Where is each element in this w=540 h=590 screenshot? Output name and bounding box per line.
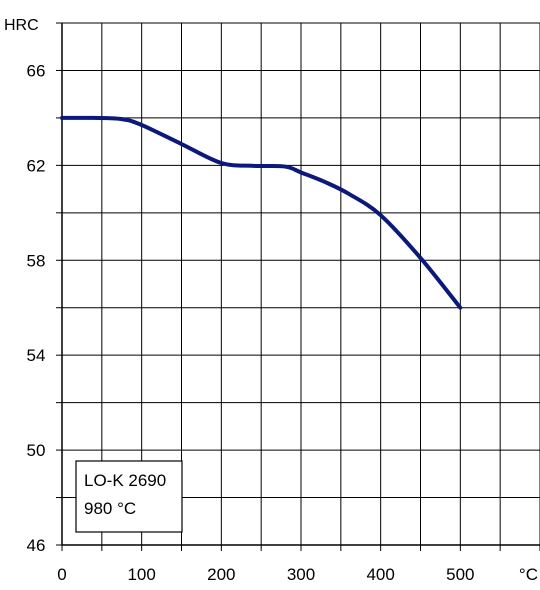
y-tick-label: 62 [27,156,46,175]
series [60,115,463,310]
legend-box: LO-K 2690 980 °C [75,460,183,533]
x-tick-label: 100 [127,565,155,584]
x-tick-label: 0 [57,565,66,584]
series-line [60,115,463,310]
y-tick-label: 50 [27,441,46,460]
annotation-box [75,460,183,533]
annotation-text: LO-K 2690 [84,471,166,490]
tick-labels: 46 50 54 58 62 66 0 100 200 300 400 500 HRC °C [4,17,538,584]
y-tick-label: 58 [27,251,46,270]
annotation-text: 980 °C [84,499,136,518]
x-tick-label: 300 [287,565,315,584]
axes [56,22,540,551]
y-tick-label: 54 [27,346,46,365]
x-tick-label: 400 [366,565,394,584]
y-tick-label: 46 [27,536,46,555]
x-tick-label: 200 [207,565,235,584]
y-tick-label: 66 [27,61,46,80]
x-tick-label: 500 [446,565,474,584]
x-axis-label: °C [519,565,538,584]
y-axis-label: HRC [4,17,39,34]
